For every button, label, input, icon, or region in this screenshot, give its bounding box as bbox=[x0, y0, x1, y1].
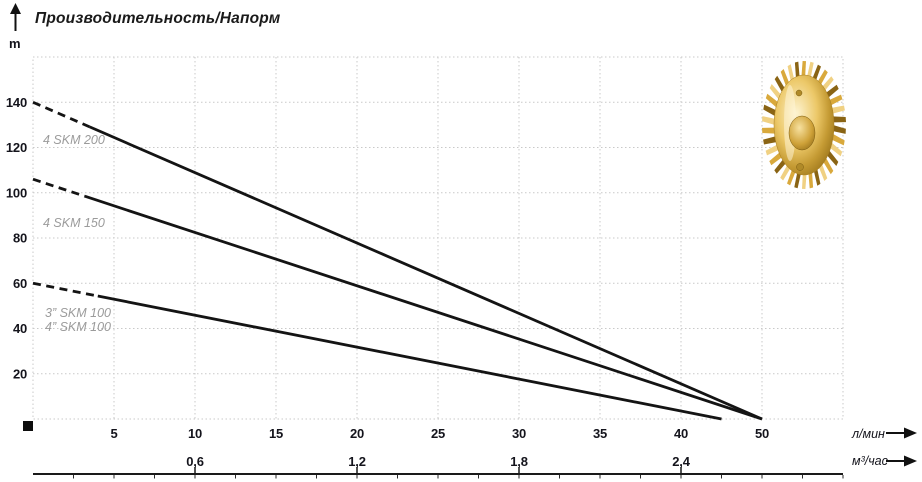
m3h-axis-arrowhead-icon bbox=[904, 455, 917, 467]
x-axis-unit-m3h-label: м³/час bbox=[852, 454, 888, 468]
impeller-blade bbox=[831, 105, 845, 114]
pump-curve-4-skm-200 bbox=[32, 100, 763, 421]
x-axis-unit-lmin-label: л/мин bbox=[852, 427, 885, 441]
impeller-blade bbox=[806, 61, 814, 80]
curve-dashed-segment bbox=[32, 281, 99, 298]
impeller-blade bbox=[811, 64, 821, 82]
y-tick-label: 140 bbox=[6, 95, 27, 110]
chart-title: Производительность/Напорм bbox=[35, 10, 281, 27]
x-tick-label: 15 bbox=[269, 426, 283, 441]
impeller-blade bbox=[828, 94, 843, 106]
x-tick-label: 10 bbox=[188, 426, 202, 441]
curve-solid-segment bbox=[89, 125, 763, 421]
impeller-blade bbox=[832, 116, 846, 123]
impeller-blade bbox=[801, 61, 806, 79]
impeller-blade bbox=[808, 170, 814, 189]
impeller-blade bbox=[787, 168, 797, 186]
x-tick-label: 35 bbox=[593, 426, 607, 441]
impeller-blade bbox=[794, 170, 802, 189]
impeller-blade bbox=[762, 127, 776, 134]
y-axis-tick-labels: 20 40 60 80 100 120 140 bbox=[6, 95, 27, 382]
impeller-blade bbox=[822, 156, 834, 175]
curve-dashed-segment bbox=[32, 177, 86, 198]
pump-curve-3-skm-100-4-skm-100 bbox=[32, 281, 722, 421]
impeller-blade bbox=[826, 149, 839, 166]
impeller-blade bbox=[763, 136, 777, 145]
pump-curve-4-skm-150 bbox=[32, 177, 763, 421]
x-axis-lmin-tick-labels: 5 10 15 20 25 30 35 40 50 bbox=[110, 426, 769, 441]
impeller-blade bbox=[763, 104, 777, 117]
impeller-blade bbox=[769, 84, 782, 101]
impeller-blade bbox=[829, 142, 843, 157]
x-tick-label: 30 bbox=[512, 426, 526, 441]
bottom-ruler bbox=[33, 467, 844, 479]
x-tick-label: 50 bbox=[755, 426, 769, 441]
series-label-4-skm-100: 4” SKM 100 bbox=[45, 320, 112, 334]
impeller-blade bbox=[794, 61, 800, 80]
lmin-axis-arrowhead-icon bbox=[904, 427, 917, 439]
axis-arrows bbox=[10, 3, 917, 467]
impeller-hub bbox=[788, 115, 816, 151]
impeller-blade bbox=[832, 125, 846, 134]
y-tick-label: 120 bbox=[6, 140, 27, 155]
curve-solid-segment bbox=[97, 294, 722, 421]
m3h-tick-label: 1,2 bbox=[348, 454, 365, 469]
impeller-blade bbox=[831, 133, 845, 146]
m3h-tick-label: 2,4 bbox=[672, 454, 690, 469]
impeller-blade bbox=[769, 151, 783, 166]
series-label-4-skm-150: 4 SKM 150 bbox=[43, 216, 105, 230]
impeller-blade bbox=[774, 75, 786, 94]
impeller-blade bbox=[765, 93, 779, 108]
impeller-bolt-hole bbox=[796, 163, 804, 171]
y-tick-label: 60 bbox=[13, 276, 27, 291]
impeller-blade bbox=[825, 84, 839, 99]
series-label-3-skm-100: 3” SKM 100 bbox=[45, 306, 112, 320]
y-axis-arrowhead-icon bbox=[10, 3, 21, 14]
impeller-blade bbox=[774, 158, 787, 174]
m3h-tick-label: 1,8 bbox=[510, 454, 527, 469]
y-tick-label: 40 bbox=[13, 321, 27, 336]
grid-lines bbox=[32, 56, 844, 420]
impeller-bolt-hole bbox=[795, 89, 803, 97]
m3h-tick-label: 0,6 bbox=[186, 454, 203, 469]
impeller-blade bbox=[765, 144, 780, 156]
y-axis-unit-label: m bbox=[9, 36, 21, 51]
impeller-blade bbox=[762, 116, 776, 125]
y-tick-label: 20 bbox=[13, 366, 27, 381]
x-tick-label: 40 bbox=[674, 426, 688, 441]
x-tick-label: 20 bbox=[350, 426, 364, 441]
curve-dashed-segment bbox=[32, 100, 91, 129]
x-tick-label: 5 bbox=[110, 426, 117, 441]
x-axis-m3h-tick-labels: 0,6 1,2 1,8 2,4 bbox=[186, 454, 691, 469]
origin-marker bbox=[23, 421, 33, 431]
x-tick-label: 25 bbox=[431, 426, 445, 441]
y-tick-label: 80 bbox=[13, 231, 27, 246]
impeller-blade bbox=[802, 171, 807, 189]
y-tick-label: 100 bbox=[6, 185, 27, 200]
curve-solid-segment bbox=[84, 194, 763, 421]
series-label-4-skm-200: 4 SKM 200 bbox=[43, 133, 105, 147]
impeller-image bbox=[762, 61, 846, 189]
impeller-blade bbox=[821, 76, 834, 92]
